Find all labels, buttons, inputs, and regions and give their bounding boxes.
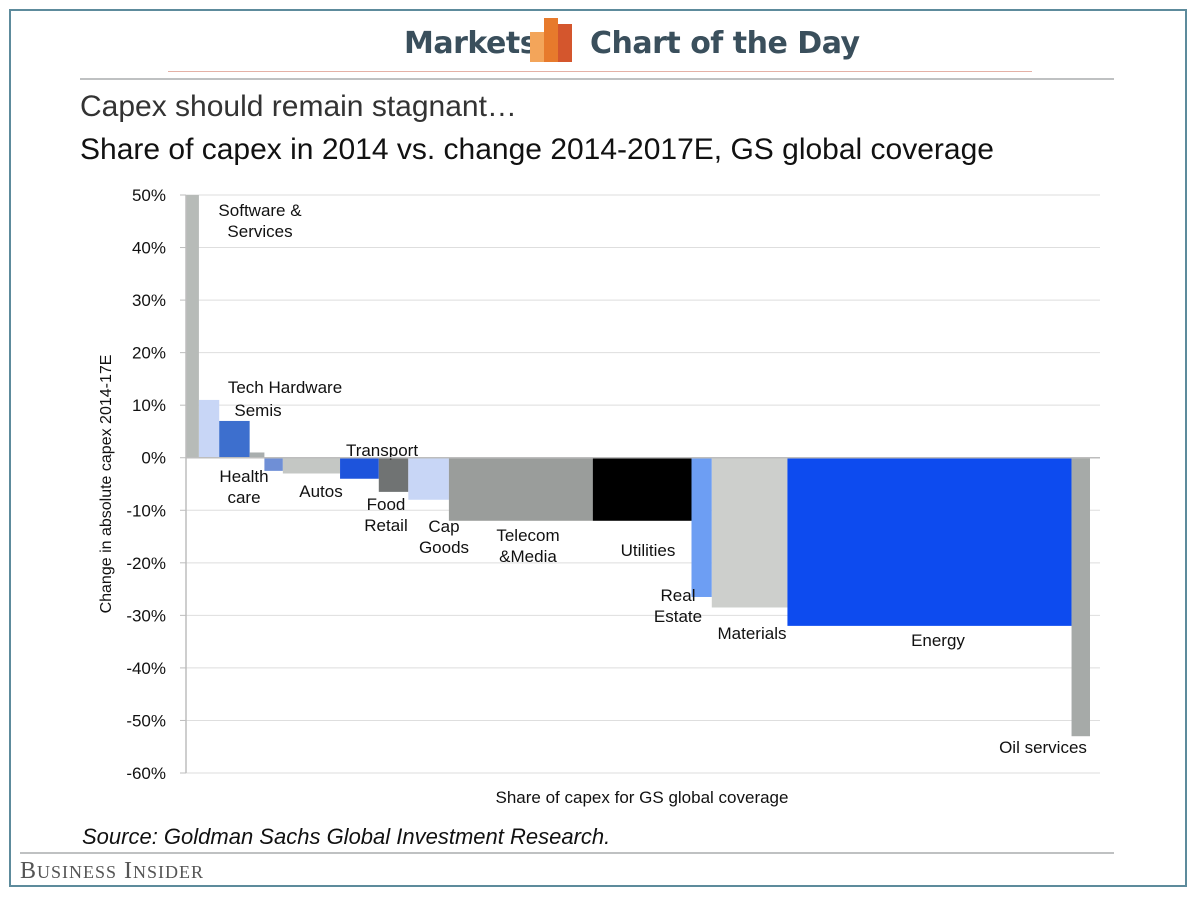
bar-chart-logo-icon [530, 18, 574, 62]
y-tick-label: -20% [126, 554, 166, 573]
bar-label: Tech Hardware [228, 378, 342, 397]
bar-label: Autos [299, 482, 342, 501]
bars [186, 195, 1090, 737]
bar-label: Software & [218, 201, 302, 220]
bar-label: Transport [346, 441, 418, 460]
bar-label: Utilities [621, 541, 676, 560]
bar-oil-services [1071, 457, 1090, 737]
bar-software-services [186, 195, 199, 458]
bar-real-estate [691, 457, 712, 597]
bar-materials [711, 457, 788, 608]
bar-autos [282, 457, 341, 474]
chart-of-the-day-banner: Markets Chart of the Day [0, 14, 1200, 74]
outer-frame [9, 9, 1187, 887]
bar-label: &Media [499, 547, 557, 566]
x-axis-label: Share of capex for GS global coverage [496, 788, 789, 807]
y-tick-label: -50% [126, 711, 166, 730]
chart-of-the-day-label: Chart of the Day [590, 26, 860, 61]
source-note: Source: Goldman Sachs Global Investment … [82, 824, 611, 849]
bar-health-care [249, 452, 265, 458]
y-tick-label: -30% [126, 606, 166, 625]
bar-label: Energy [911, 631, 965, 650]
bar-label: Estate [654, 607, 702, 626]
bar-label: Materials [718, 624, 787, 643]
bar-label: Retail [364, 516, 407, 535]
y-tick-label: -40% [126, 659, 166, 678]
chart-title: Capex should remain stagnant… [80, 90, 517, 123]
bar-food-retail [378, 457, 409, 492]
bar-label: Goods [419, 538, 469, 557]
y-tick-label: 10% [132, 396, 166, 415]
y-tick-label: -60% [126, 764, 166, 783]
bar-energy [787, 457, 1072, 626]
y-tick-label: 30% [132, 291, 166, 310]
y-tick-label: 0% [141, 449, 166, 468]
y-axis-label: Change in absolute capex 2014-17E [98, 355, 115, 614]
brand-text: BUSINESS INSIDER [20, 858, 205, 884]
y-axis-ticks: 50% 40% 30% 20% 10% 0% -10% -20% -30% -40% -50% -60… [126, 186, 186, 783]
bar-labels: Software & Services Tech Hardware Semis Heal… [218, 201, 1087, 757]
bar-label: care [227, 488, 260, 507]
markets-label: Markets [404, 26, 538, 61]
top-divider [80, 78, 1114, 80]
bar-label: Semis [234, 401, 281, 420]
bar-label: Services [227, 222, 292, 241]
bottom-divider [20, 852, 1114, 854]
bar-label: Oil services [999, 738, 1087, 757]
y-tick-label: -10% [126, 501, 166, 520]
bar-transport [340, 457, 379, 479]
bar-label: Cap [428, 517, 459, 536]
y-tick-label: 50% [132, 186, 166, 205]
y-tick-label: 20% [132, 344, 166, 363]
business-insider-logo: BUSINESS INSIDER [20, 858, 204, 885]
bar-tech-hardware [198, 399, 220, 458]
y-tick-label: 40% [132, 239, 166, 258]
bar-health-care-2 [264, 457, 283, 471]
bar-telecom-media [448, 457, 593, 521]
bar-label: Real [661, 586, 696, 605]
bar-semis [219, 420, 250, 458]
banner-divider [168, 71, 1032, 72]
bar-cap-goods [408, 457, 449, 500]
chart-subtitle: Share of capex in 2014 vs. change 2014-2… [80, 133, 994, 166]
bar-label: Health [219, 467, 268, 486]
bar-label: Food [367, 495, 406, 514]
bar-label: Telecom [496, 526, 559, 545]
bar-utilities [592, 457, 692, 521]
